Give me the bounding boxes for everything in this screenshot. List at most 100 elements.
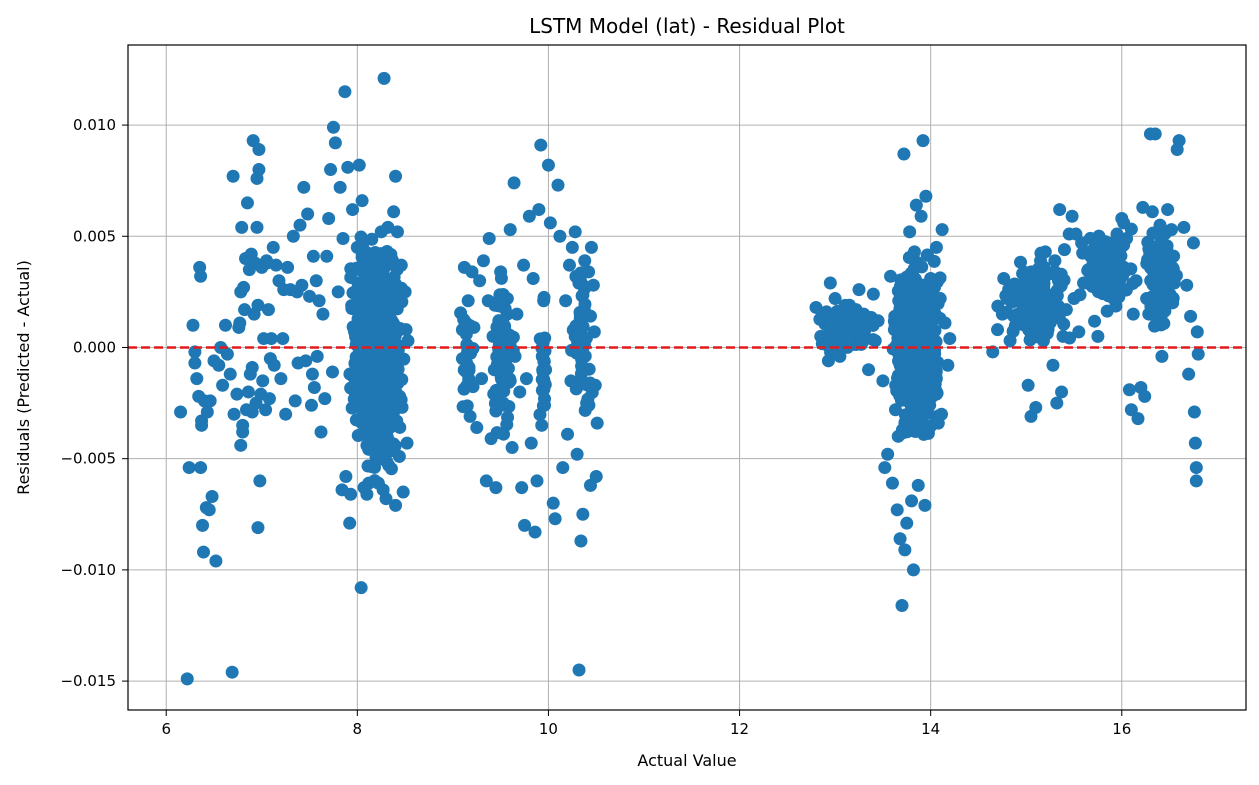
scatter-point	[1155, 349, 1169, 363]
x-tick-label: 6	[161, 720, 171, 738]
scatter-point	[349, 350, 363, 364]
scatter-point	[1050, 396, 1064, 410]
scatter-point	[316, 307, 330, 321]
scatter-point	[355, 402, 369, 416]
scatter-point	[862, 363, 876, 377]
scatter-point	[320, 249, 334, 263]
scatter-point	[200, 405, 214, 419]
scatter-point	[568, 225, 582, 239]
scatter-point	[212, 358, 226, 372]
scatter-point	[1065, 209, 1079, 223]
scatter-point	[360, 487, 374, 501]
scatter-point	[354, 230, 368, 244]
scatter-point	[1131, 412, 1145, 426]
scatter-point	[396, 485, 410, 499]
scatter-point	[1191, 347, 1205, 361]
scatter-point	[304, 398, 318, 412]
scatter-point	[515, 481, 529, 495]
scatter-point	[909, 198, 923, 212]
scatter-point	[914, 209, 928, 223]
scatter-point	[1180, 278, 1194, 292]
scatter-point	[227, 407, 241, 421]
scatter-point	[467, 320, 481, 334]
scatter-point	[331, 285, 345, 299]
scatter-point	[351, 294, 365, 308]
scatter-point	[833, 349, 847, 363]
scatter-point	[269, 258, 283, 272]
scatter-point	[241, 385, 255, 399]
scatter-point	[1189, 474, 1203, 488]
scatter-point	[1158, 252, 1172, 266]
scatter-point	[256, 374, 270, 388]
scatter-point	[262, 392, 276, 406]
scatter-point	[933, 292, 947, 306]
scatter-point	[1117, 216, 1131, 230]
scatter-point	[541, 158, 555, 172]
scatter-point	[534, 138, 548, 152]
scatter-point	[868, 334, 882, 348]
scatter-point	[482, 231, 496, 245]
scatter-point	[916, 134, 930, 148]
scatter-point	[1040, 292, 1054, 306]
scatter-point	[884, 269, 898, 283]
scatter-point	[519, 372, 533, 386]
scatter-point	[180, 672, 194, 686]
scatter-point	[196, 518, 210, 532]
scatter-point	[921, 423, 935, 437]
scatter-point	[368, 320, 382, 334]
scatter-point	[1148, 127, 1162, 141]
scatter-point	[1164, 223, 1178, 237]
scatter-point	[924, 272, 938, 286]
scatter-point	[374, 435, 388, 449]
scatter-point	[580, 396, 594, 410]
scatter-point	[475, 372, 489, 386]
scatter-point	[1046, 358, 1060, 372]
scatter-point	[253, 474, 267, 488]
scatter-point	[1150, 291, 1164, 305]
scatter-point	[576, 507, 590, 521]
scatter-point	[584, 240, 598, 254]
scatter-point	[847, 320, 861, 334]
scatter-point	[535, 418, 549, 432]
scatter-point	[326, 120, 340, 134]
scatter-point	[1063, 331, 1077, 345]
scatter-point	[463, 409, 477, 423]
scatter-point	[927, 387, 941, 401]
scatter-point	[338, 85, 352, 99]
scatter-point	[288, 394, 302, 408]
scatter-point	[536, 333, 550, 347]
scatter-point	[182, 461, 196, 475]
scatter-point	[1184, 309, 1198, 323]
scatter-point	[900, 516, 914, 530]
scatter-point	[362, 247, 376, 261]
scatter-point	[842, 298, 856, 312]
scatter-point	[328, 136, 342, 150]
scatter-point	[1151, 269, 1165, 283]
scatter-point	[562, 258, 576, 272]
scatter-point	[1019, 274, 1033, 288]
scatter-point	[911, 356, 925, 370]
scatter-point	[935, 223, 949, 237]
scatter-point	[1190, 325, 1204, 339]
scatter-points	[174, 71, 1205, 686]
scatter-point	[1053, 203, 1067, 217]
scatter-point	[276, 332, 290, 346]
scatter-point	[1006, 324, 1020, 338]
scatter-point	[251, 521, 265, 535]
scatter-point	[461, 294, 475, 308]
scatter-point	[893, 532, 907, 546]
scatter-point	[1031, 267, 1045, 281]
scatter-point	[911, 367, 925, 381]
scatter-point	[546, 496, 560, 510]
scatter-point	[1057, 273, 1071, 287]
scatter-point	[538, 398, 552, 412]
scatter-point	[586, 278, 600, 292]
scatter-point	[494, 265, 508, 279]
scatter-point	[1172, 134, 1186, 148]
scatter-point	[372, 366, 386, 380]
scatter-point	[373, 403, 387, 417]
scatter-point	[991, 323, 1005, 337]
scatter-point	[295, 278, 309, 292]
scatter-point	[233, 316, 247, 330]
plot-frame	[127, 44, 1247, 711]
